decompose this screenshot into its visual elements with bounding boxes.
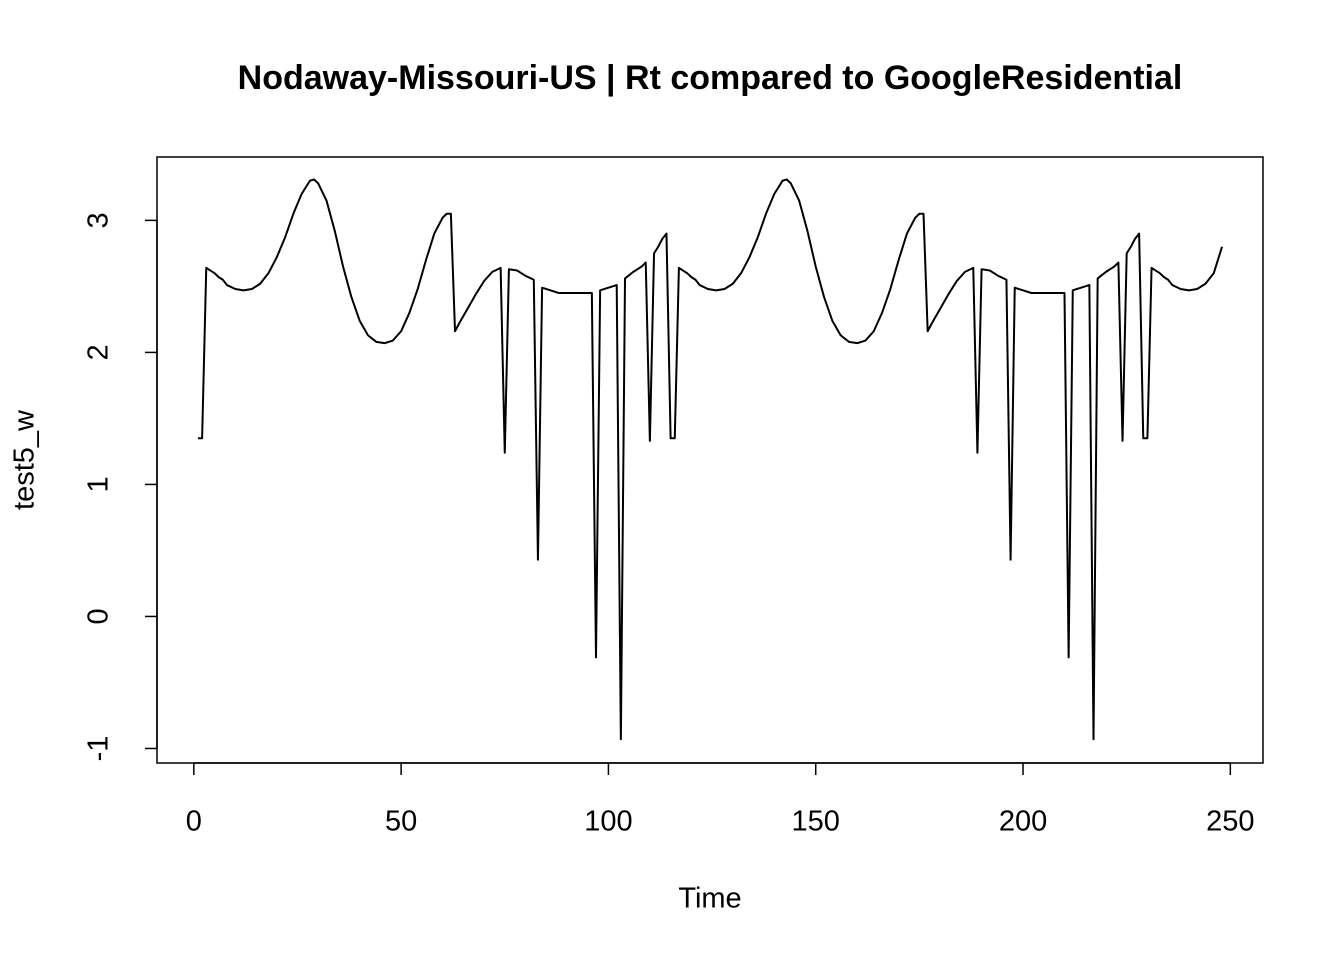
x-tick-label: 0 — [186, 806, 202, 838]
y-axis-label: test5_w — [9, 409, 41, 510]
x-tick-label: 250 — [1206, 806, 1254, 838]
x-tick-label: 100 — [584, 806, 632, 838]
y-tick-label: -1 — [83, 736, 115, 762]
x-axis-label: Time — [678, 883, 741, 915]
y-tick-label: 3 — [83, 212, 115, 228]
x-tick-label: 150 — [792, 806, 840, 838]
chart-title: Nodaway-Missouri-US | Rt compared to Goo… — [238, 59, 1183, 97]
x-tick-label: 200 — [999, 806, 1047, 838]
y-tick-label: 2 — [83, 344, 115, 360]
y-tick-label: 0 — [83, 608, 115, 624]
series-line — [197, 178, 1223, 741]
y-tick-label: 1 — [83, 476, 115, 492]
x-tick-label: 50 — [385, 806, 417, 838]
